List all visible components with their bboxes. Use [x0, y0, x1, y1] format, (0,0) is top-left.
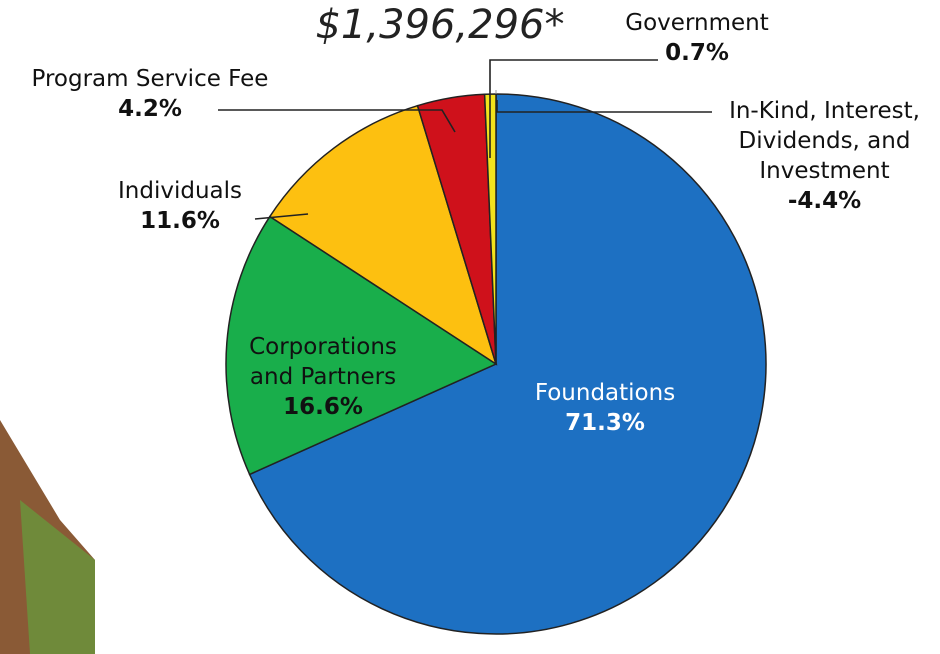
leader-line	[496, 100, 712, 113]
pie-slice	[225, 215, 498, 476]
category-label: Corporations and Partners	[249, 334, 397, 390]
category-label: Government	[625, 10, 769, 36]
category-label: Foundations	[534, 380, 676, 406]
leader-line	[254, 213, 309, 220]
slice-label: Government 0.7%	[622, 8, 772, 68]
value-label: 4.2%	[118, 96, 182, 122]
value-label: 11.6%	[140, 208, 220, 234]
leader-line	[489, 59, 658, 158]
pie-slice	[248, 93, 767, 635]
slice-label: Individuals 11.6%	[100, 176, 260, 236]
category-label: In-Kind, Interest, Dividends, and Invest…	[729, 98, 920, 184]
category-label: Program Service Fee	[31, 66, 269, 92]
category-label: Individuals	[118, 178, 242, 204]
slice-label: Corporations and Partners 16.6%	[238, 332, 408, 422]
value-label: 71.3%	[565, 410, 645, 436]
leader-line	[218, 109, 456, 133]
value-label: -4.4%	[787, 188, 862, 214]
chart-title: $1,396,296*	[315, 2, 565, 48]
slice-label: Program Service Fee 4.2%	[0, 64, 300, 124]
slice-label: In-Kind, Interest, Dividends, and Invest…	[712, 96, 937, 216]
value-label: 0.7%	[665, 40, 729, 66]
slice-label: Foundations 71.3%	[510, 378, 700, 438]
value-label: 16.6%	[283, 394, 363, 420]
background-photo	[20, 500, 95, 654]
